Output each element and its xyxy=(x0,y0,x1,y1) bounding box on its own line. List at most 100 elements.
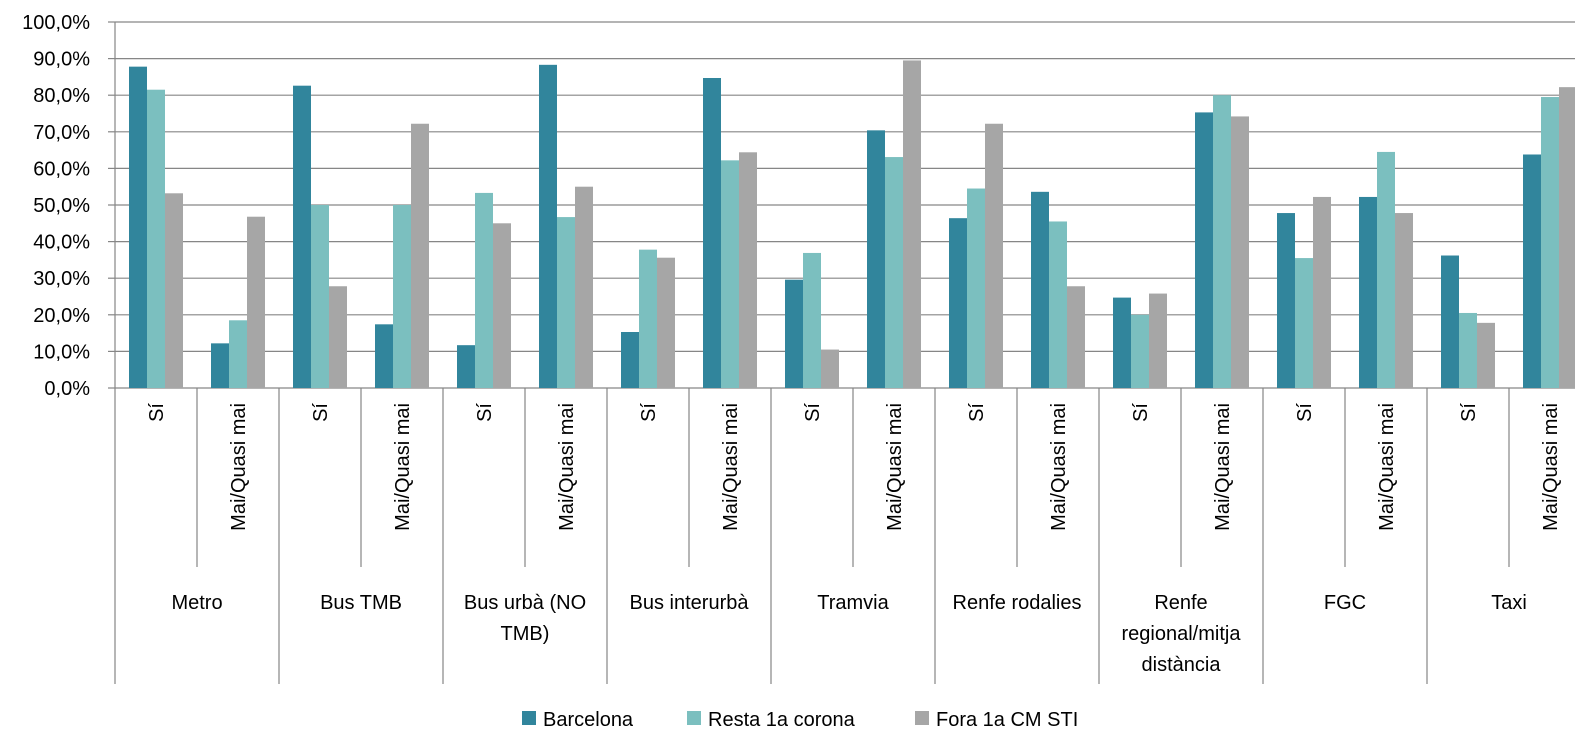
bar-resta-1a-corona xyxy=(475,192,493,388)
category-label: Sí xyxy=(1294,403,1316,422)
bar-resta-1a-corona xyxy=(1541,97,1559,388)
y-tick-label: 60,0% xyxy=(33,158,90,180)
bar-fora-1a-cm-sti xyxy=(903,60,921,389)
bar-fora-1a-cm-sti xyxy=(1477,322,1495,388)
bar-fora-1a-cm-sti xyxy=(575,186,593,388)
group-label: Renfe xyxy=(1154,592,1207,614)
bar-barcelona xyxy=(1113,297,1131,388)
category-label: Sí xyxy=(146,403,168,422)
y-tick-label: 50,0% xyxy=(33,195,90,217)
bar-fora-1a-cm-sti xyxy=(821,349,839,388)
category-label: Sí xyxy=(1458,403,1480,422)
bar-barcelona xyxy=(621,332,639,388)
y-tick-label: 30,0% xyxy=(33,268,90,290)
bar-resta-1a-corona xyxy=(803,252,821,388)
group-label: Tramvia xyxy=(817,592,889,614)
bar-barcelona xyxy=(375,324,393,388)
category-label: Sí xyxy=(474,403,496,422)
category-label: Sí xyxy=(638,403,660,422)
bar-resta-1a-corona xyxy=(311,205,329,388)
y-tick-label: 100,0% xyxy=(22,12,90,34)
bar-barcelona xyxy=(1031,191,1049,388)
bar-barcelona xyxy=(457,345,475,388)
category-label: Mai/Quasi mai xyxy=(1376,403,1398,531)
bar-resta-1a-corona xyxy=(393,205,411,388)
legend-swatch xyxy=(687,711,701,725)
bar-resta-1a-corona xyxy=(1049,221,1067,388)
legend: Barcelona Resta 1a corona Fora 1a CM STI xyxy=(522,709,1078,731)
group-label: Taxi xyxy=(1491,592,1527,614)
bar-resta-1a-corona xyxy=(1213,95,1231,388)
bar-resta-1a-corona xyxy=(885,157,903,388)
group-label: regional/mitja xyxy=(1122,623,1242,645)
group-label: TMB) xyxy=(501,623,550,645)
category-label: Mai/Quasi mai xyxy=(720,403,742,531)
group-label: Bus interurbà xyxy=(630,592,750,614)
bar-barcelona xyxy=(1441,255,1459,388)
bar-resta-1a-corona xyxy=(1377,151,1395,388)
category-label: Mai/Quasi mai xyxy=(1540,403,1562,531)
group-label: Bus TMB xyxy=(320,592,402,614)
category-label: Mai/Quasi mai xyxy=(228,403,250,531)
group-label: Renfe rodalies xyxy=(953,592,1082,614)
category-label: Sí xyxy=(310,403,332,422)
bar-resta-1a-corona xyxy=(721,160,739,388)
y-tick-label: 90,0% xyxy=(33,49,90,71)
bar-fora-1a-cm-sti xyxy=(247,216,265,388)
category-label: Sí xyxy=(1130,403,1152,422)
legend-item: Barcelona xyxy=(522,709,634,731)
bar-fora-1a-cm-sti xyxy=(657,257,675,388)
bar-resta-1a-corona xyxy=(639,249,657,388)
group-label: distància xyxy=(1142,654,1222,676)
gridlines xyxy=(115,21,1575,389)
bar-barcelona xyxy=(1195,112,1213,388)
bar-resta-1a-corona xyxy=(1295,258,1313,388)
bar-fora-1a-cm-sti xyxy=(329,286,347,388)
bars xyxy=(129,60,1575,389)
y-tick-label: 40,0% xyxy=(33,232,90,254)
category-label: Mai/Quasi mai xyxy=(1212,403,1234,531)
y-axis: 0,0% 10,0% 20,0% 30,0% 40,0% 50,0% 60,0% 70,0% 8… xyxy=(22,12,116,400)
legend-label: Resta 1a corona xyxy=(708,709,856,731)
x-axis: Sí Mai/Quasi mai Sí Mai/Quasi mai Sí Mai/Quas… xyxy=(114,388,1562,684)
y-tick-label: 70,0% xyxy=(33,122,90,144)
legend-swatch xyxy=(915,711,929,725)
bar-barcelona xyxy=(1359,196,1377,388)
y-tick-label: 0,0% xyxy=(44,378,90,400)
bar-barcelona xyxy=(785,279,803,388)
category-label: Sí xyxy=(966,403,988,422)
bar-barcelona xyxy=(949,218,967,388)
bar-barcelona xyxy=(1277,213,1295,388)
bar-fora-1a-cm-sti xyxy=(1067,286,1085,388)
category-label: Mai/Quasi mai xyxy=(556,403,578,531)
bar-barcelona xyxy=(129,66,147,388)
bar-fora-1a-cm-sti xyxy=(411,123,429,389)
bar-fora-1a-cm-sti xyxy=(1149,293,1167,388)
bar-fora-1a-cm-sti xyxy=(739,152,757,388)
bar-fora-1a-cm-sti xyxy=(985,123,1003,389)
bar-barcelona xyxy=(211,343,229,388)
bar-barcelona xyxy=(293,85,311,389)
legend-label: Barcelona xyxy=(543,709,634,731)
bar-resta-1a-corona xyxy=(557,217,575,388)
bar-fora-1a-cm-sti xyxy=(1559,87,1575,388)
bar-resta-1a-corona xyxy=(147,89,165,389)
y-tick-label: 20,0% xyxy=(33,305,90,327)
legend-item: Resta 1a corona xyxy=(687,709,856,731)
y-tick-label: 80,0% xyxy=(33,85,90,107)
bar-resta-1a-corona xyxy=(1459,312,1477,388)
bar-resta-1a-corona xyxy=(967,188,985,388)
group-label: Bus urbà (NO xyxy=(464,592,586,614)
bar-fora-1a-cm-sti xyxy=(1313,196,1331,388)
legend-item: Fora 1a CM STI xyxy=(915,709,1078,731)
legend-swatch xyxy=(522,711,536,725)
legend-label: Fora 1a CM STI xyxy=(936,709,1078,731)
bar-resta-1a-corona xyxy=(1131,314,1149,388)
bar-fora-1a-cm-sti xyxy=(165,193,183,388)
category-label: Mai/Quasi mai xyxy=(884,403,906,531)
bar-barcelona xyxy=(703,77,721,389)
bar-barcelona xyxy=(867,130,885,388)
bar-fora-1a-cm-sti xyxy=(1395,213,1413,388)
category-label: Sí xyxy=(802,403,824,422)
